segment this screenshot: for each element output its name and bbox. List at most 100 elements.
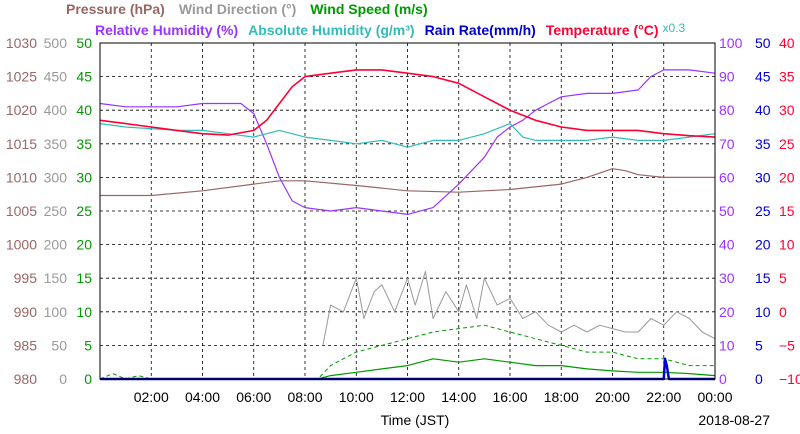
temperature-tick-label: 20 — [779, 169, 795, 185]
legend-entry: Relative Humidity (%) — [95, 22, 238, 38]
x-tick-label: 22:00 — [646, 389, 681, 405]
humidity-tick-label: 20 — [719, 304, 735, 320]
temperature-tick-label: −5 — [779, 337, 795, 353]
wind_speed-tick-label: 30 — [76, 169, 92, 185]
wind_speed-tick-label: 40 — [76, 102, 92, 118]
x-tick-label: 00:00 — [697, 389, 732, 405]
axis-ticks: 9809859909951000100510101015102010251030… — [6, 35, 800, 405]
humidity-tick-label: 30 — [719, 270, 735, 286]
x-tick-label: 02:00 — [134, 389, 169, 405]
humidity-tick-label: 70 — [719, 136, 735, 152]
rain-tick-label: 40 — [755, 102, 771, 118]
rain-tick-label: 0 — [755, 371, 763, 387]
rain-tick-label: 35 — [755, 136, 771, 152]
legend-entry: Pressure (hPa) — [66, 1, 165, 17]
rain-tick-label: 15 — [755, 270, 771, 286]
wind_speed-tick-label: 10 — [76, 304, 92, 320]
wind_speed-tick-label: 0 — [84, 371, 92, 387]
wind_direction-tick-label: 450 — [44, 69, 68, 85]
pressure-tick-label: 1020 — [6, 102, 37, 118]
pressure-tick-label: 1030 — [6, 35, 37, 51]
rain-tick-label: 30 — [755, 169, 771, 185]
series-wind-speed-m-s-avg-line — [100, 358, 716, 380]
pressure-tick-label: 1010 — [6, 169, 37, 185]
rain-scale-note: x0.3 — [663, 21, 686, 35]
pressure-tick-label: 1015 — [6, 136, 37, 152]
wind_speed-tick-label: 5 — [84, 337, 92, 353]
humidity-tick-label: 0 — [719, 371, 727, 387]
wind_speed-tick-label: 45 — [76, 69, 92, 85]
wind_direction-tick-label: 50 — [51, 337, 67, 353]
date-label: 2018-08-27 — [698, 412, 770, 428]
wind_speed-tick-label: 25 — [76, 203, 92, 219]
pressure-tick-label: 1000 — [6, 237, 37, 253]
wind_speed-tick-label: 20 — [76, 237, 92, 253]
legend-entry: Temperature (°C) — [546, 22, 659, 38]
x-tick-label: 10:00 — [339, 389, 374, 405]
legend-entry: Wind Direction (°) — [179, 1, 296, 17]
x-tick-label: 12:00 — [390, 389, 425, 405]
rain-tick-label: 45 — [755, 69, 771, 85]
plot-grid — [100, 43, 715, 379]
pressure-tick-label: 1025 — [6, 69, 37, 85]
x-tick-label: 04:00 — [185, 389, 220, 405]
wind_speed-tick-label: 35 — [76, 136, 92, 152]
plot-frame — [99, 42, 716, 380]
temperature-tick-label: 40 — [779, 35, 795, 51]
wind_direction-tick-label: 500 — [44, 35, 68, 51]
wind_direction-tick-label: 200 — [44, 237, 68, 253]
pressure-tick-label: 985 — [14, 337, 38, 353]
temperature-tick-label: −10 — [779, 371, 800, 387]
wind_direction-tick-label: 350 — [44, 136, 68, 152]
rain-tick-label: 25 — [755, 203, 771, 219]
temperature-tick-label: 0 — [779, 304, 787, 320]
wind_direction-tick-label: 250 — [44, 203, 68, 219]
series-wind-direction-line — [322, 271, 716, 346]
rain-tick-label: 10 — [755, 304, 771, 320]
series-pressure-hpa-line — [100, 168, 715, 197]
x-tick-label: 20:00 — [595, 389, 630, 405]
temperature-tick-label: 25 — [779, 136, 795, 152]
rain-tick-label: 20 — [755, 237, 771, 253]
wind_direction-tick-label: 150 — [44, 270, 68, 286]
legend-entry: Absolute Humidity (g/m³) — [248, 22, 414, 38]
x-tick-label: 14:00 — [441, 389, 476, 405]
pressure-tick-label: 980 — [14, 371, 38, 387]
wind_direction-tick-label: 0 — [59, 371, 67, 387]
x-tick-label: 06:00 — [236, 389, 271, 405]
wind_speed-tick-label: 15 — [76, 270, 92, 286]
pressure-tick-label: 1005 — [6, 203, 37, 219]
legend-entry: Rain Rate(mm/h) — [425, 22, 536, 38]
wind_direction-tick-label: 300 — [44, 169, 68, 185]
humidity-tick-label: 100 — [719, 35, 743, 51]
temperature-tick-label: 5 — [779, 270, 787, 286]
x-tick-label: 18:00 — [544, 389, 579, 405]
humidity-tick-label: 80 — [719, 102, 735, 118]
humidity-tick-label: 40 — [719, 237, 735, 253]
humidity-tick-label: 90 — [719, 69, 735, 85]
legend-entry: Wind Speed (m/s) — [310, 1, 427, 17]
wind_speed-tick-label: 50 — [76, 35, 92, 51]
wind_direction-tick-label: 100 — [44, 304, 68, 320]
humidity-tick-label: 50 — [719, 203, 735, 219]
series-temperature-c-line — [99, 69, 716, 138]
wind_direction-tick-label: 400 — [44, 102, 68, 118]
series-absolute-humidity-g-m-line — [99, 122, 716, 148]
legend: Pressure (hPa) Wind Direction (°) Wind Spe… — [66, 1, 686, 38]
temperature-tick-label: 10 — [779, 237, 795, 253]
series-relative-humidity-line — [99, 69, 716, 215]
pressure-tick-label: 995 — [14, 270, 38, 286]
temperature-tick-label: 30 — [779, 102, 795, 118]
pressure-tick-label: 990 — [14, 304, 38, 320]
x-tick-label: 16:00 — [492, 389, 527, 405]
temperature-tick-label: 35 — [779, 69, 795, 85]
x-axis-label: Time (JST) — [381, 412, 450, 428]
humidity-tick-label: 60 — [719, 169, 735, 185]
temperature-tick-label: 15 — [779, 203, 795, 219]
x-tick-label: 08:00 — [287, 389, 322, 405]
rain-tick-label: 50 — [755, 35, 771, 51]
humidity-tick-label: 10 — [719, 337, 735, 353]
rain-tick-label: 5 — [755, 337, 763, 353]
